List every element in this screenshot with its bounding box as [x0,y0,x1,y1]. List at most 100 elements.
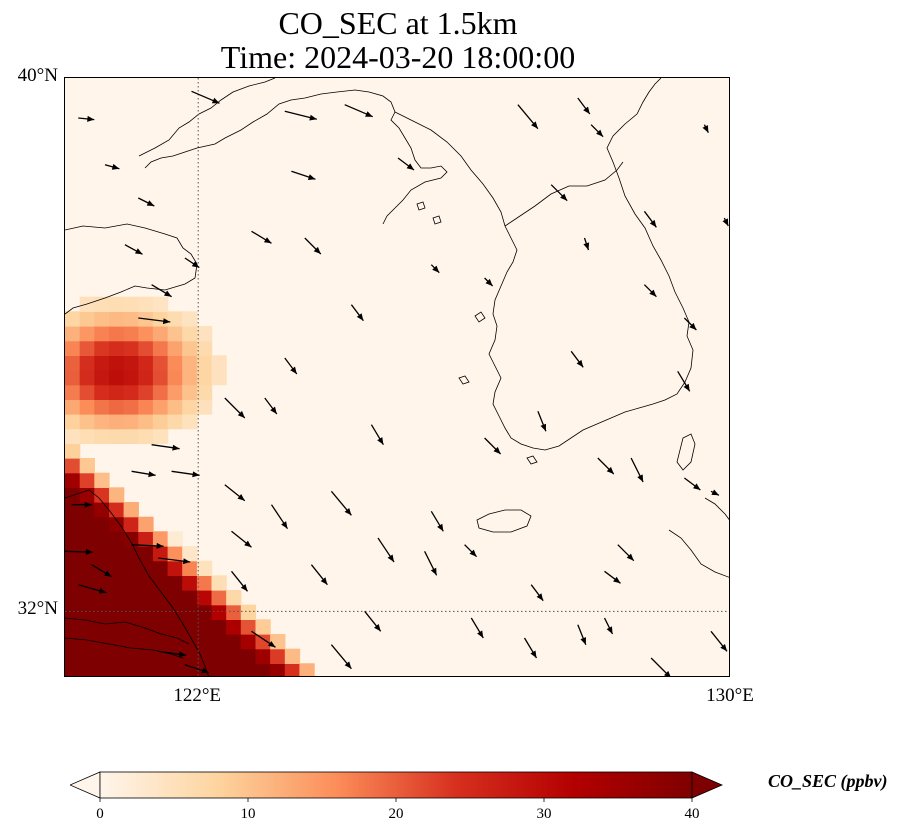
co-cell [138,575,154,591]
co-cell [109,355,125,371]
co-cell [123,531,139,547]
co-cell [65,384,81,400]
co-cell [109,575,125,591]
co-cell [123,355,139,371]
co-cell [152,355,169,371]
jeju-island [476,509,532,533]
wind-arrow [230,570,249,592]
coastline-korea-north [394,111,506,227]
co-cell [109,326,125,342]
wind-arrow [643,284,657,298]
co-cell [182,399,198,415]
lat-tick-label: 32°N [17,598,58,620]
co-cell [79,472,95,488]
co-cell [138,619,154,635]
co-cell [79,560,95,576]
wind-arrow [310,564,328,586]
co-cell [284,648,301,664]
co-cell [94,472,110,488]
co-cell [211,648,227,664]
co-cell [138,546,154,562]
co-cell [94,648,110,664]
wind-arrow [191,90,220,104]
wind-arrow [643,210,657,228]
co-cell [167,384,183,400]
map-panel[interactable] [64,77,730,677]
lat-tick-label: 40°N [17,65,58,86]
co-cell [65,619,81,635]
wind-arrow [224,484,246,502]
co-cell [123,384,139,400]
co-cell [152,604,169,620]
co-cell [152,531,169,547]
co-cell [211,634,227,650]
co-cell [211,590,227,606]
coastline-china-north [65,223,198,315]
wind-arrow [171,470,200,478]
co-cell [182,634,198,650]
co-cell [65,604,81,620]
co-cell [94,546,110,562]
gridlines [65,78,729,676]
co-cell [123,663,139,676]
colorbar-tick-label: 10 [240,806,256,822]
colorbar-tick-label: 30 [536,806,552,822]
wind-arrow [537,411,547,432]
co-cell [182,340,198,356]
co-cell [79,516,95,532]
co-cell [65,560,81,576]
co-cell [226,648,242,664]
wind-arrow [224,397,246,419]
colorbar-tick-label: 20 [388,806,404,822]
wind-arrow [138,197,155,207]
wind-arrow [370,424,384,446]
co-cell [109,414,125,430]
co-cell [65,516,81,532]
co-cell [109,370,125,386]
co-cell [211,604,227,620]
wind-arrow [684,477,701,491]
co-cell [182,575,198,591]
wind-arrow [583,237,590,251]
co-cell [138,648,154,664]
co-cell [65,414,81,430]
co-cell [152,428,169,444]
co-cell [167,619,183,635]
co-cell [94,399,110,415]
wind-arrow [284,110,317,121]
co-cell [65,663,81,676]
co-cell [152,619,169,635]
co-cell [109,384,125,400]
co-cell [94,414,110,430]
co-cell [196,575,213,591]
wind-arrow [151,444,180,451]
co-cell [123,414,139,430]
co-cell [226,634,242,650]
co-cell [138,428,154,444]
coastline-korea-east [606,78,694,401]
wind-arrow [650,657,671,676]
wind-arrow [284,357,298,375]
co-cell [94,590,110,606]
wind-arrow [151,284,172,298]
co-cell [182,590,198,606]
wind-arrow [484,277,494,287]
co-cell [152,326,169,342]
map-title: CO_SEC at 1.5km [278,5,518,41]
wind-arrow [517,104,539,130]
coastline-china-south [65,489,209,676]
co-cell [79,384,95,400]
co-cell [182,560,198,576]
co-cell [196,634,213,650]
co-cell [167,311,183,327]
co-cell [152,399,169,415]
co-cell [299,663,315,676]
wind-arrow [617,544,635,562]
co-cell [94,531,110,547]
co-cell [65,634,81,650]
co-cell [138,634,154,650]
co-cell [65,428,81,444]
co-cell [123,311,139,327]
co-cell [167,546,183,562]
co-cell [138,296,154,312]
